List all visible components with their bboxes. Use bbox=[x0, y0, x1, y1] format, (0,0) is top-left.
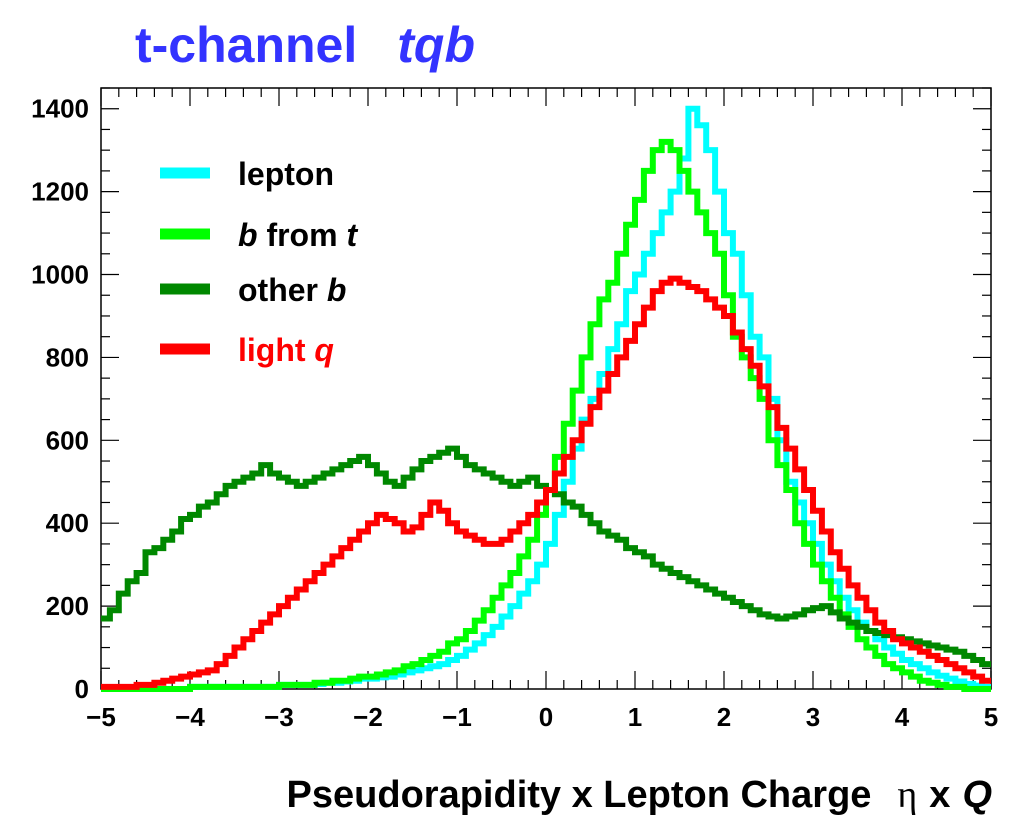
x-tick-label: −3 bbox=[264, 702, 294, 732]
legend-label-b-from-t: b from t bbox=[238, 217, 358, 253]
x-tick-label: −1 bbox=[442, 702, 472, 732]
x-tick-label: −2 bbox=[353, 702, 383, 732]
y-tick-label: 800 bbox=[46, 342, 89, 372]
series-line-light-q bbox=[101, 275, 991, 690]
y-axis: 0 200 400 600 800 1000 1200 1400 bbox=[31, 87, 991, 704]
legend-label-light-q: light q bbox=[238, 332, 334, 368]
title-part: tqb bbox=[397, 17, 475, 73]
x-tick-label: 5 bbox=[984, 702, 998, 732]
y-tick-label: 400 bbox=[46, 508, 89, 538]
series-line-b-from-t bbox=[101, 138, 991, 692]
y-tick-label: 1200 bbox=[31, 177, 89, 207]
x-label-part: x bbox=[929, 774, 950, 816]
x-tick-label: 4 bbox=[895, 702, 910, 732]
x-label-part: Pseudorapidity x Lepton Charge bbox=[287, 774, 872, 816]
series-group bbox=[101, 105, 991, 692]
chart-title: t-channel tqb bbox=[135, 17, 475, 73]
y-tick-label: 0 bbox=[75, 674, 89, 704]
x-axis-label: Pseudorapidity x Lepton Charge η x Q bbox=[287, 774, 992, 816]
x-tick-label: −4 bbox=[175, 702, 205, 732]
y-tick-label: 1400 bbox=[31, 94, 89, 124]
x-tick-label: −5 bbox=[86, 702, 116, 732]
x-axis: −5 −4 −3 −2 −1 0 1 2 3 4 5 bbox=[86, 88, 998, 732]
x-tick-label: 3 bbox=[806, 702, 820, 732]
x-label-part: η bbox=[897, 774, 917, 816]
y-tick-label: 1000 bbox=[31, 260, 89, 290]
title-part: t-channel bbox=[135, 17, 357, 73]
y-tick-label: 200 bbox=[46, 591, 89, 621]
legend-label-lepton: lepton bbox=[238, 156, 334, 192]
x-tick-label: 1 bbox=[628, 702, 642, 732]
legend-label-other-b: other b bbox=[238, 272, 346, 308]
legend: lepton b from t other b light q bbox=[160, 156, 358, 368]
x-tick-label: 0 bbox=[539, 702, 553, 732]
x-label-part: Q bbox=[962, 774, 992, 816]
series-line-lepton bbox=[101, 105, 991, 692]
x-tick-label: 2 bbox=[717, 702, 731, 732]
y-tick-label: 600 bbox=[46, 425, 89, 455]
